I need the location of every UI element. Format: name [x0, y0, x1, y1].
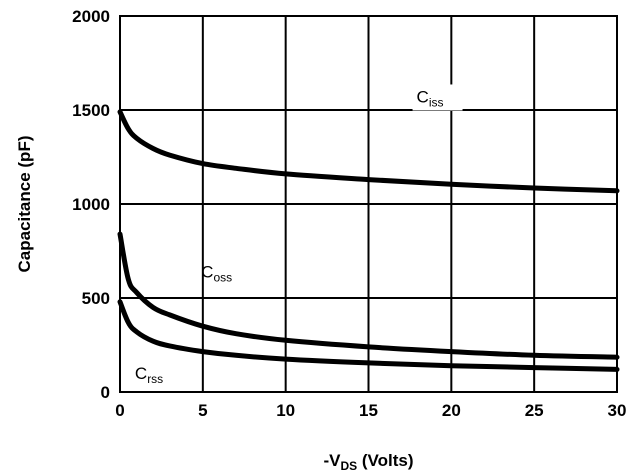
- series-label-coss: Coss: [201, 262, 232, 284]
- svg-text:Crss: Crss: [135, 364, 163, 386]
- series-lines: [117, 109, 620, 372]
- x-axis-title-suffix: (Volts): [357, 451, 413, 470]
- series-line-coss: [117, 231, 620, 360]
- series-label-crss: Crss: [135, 364, 163, 386]
- x-tick-label: 5: [198, 401, 207, 420]
- plot-frame: [119, 15, 618, 393]
- x-axis-title-main: -V: [323, 451, 341, 470]
- series-labels: Ciss Coss Crss: [135, 84, 463, 386]
- x-tick-label: 20: [442, 401, 461, 420]
- svg-text:Coss: Coss: [201, 262, 232, 284]
- grid: [120, 16, 617, 392]
- series-label-background: [412, 84, 463, 111]
- y-tick-label: 500: [82, 289, 110, 308]
- x-tick-label: 0: [115, 401, 124, 420]
- y-tick-label: 1000: [72, 195, 110, 214]
- y-tick-label: 1500: [72, 101, 110, 120]
- tick-labels: 0 5 10 15 20 25 30 0 500 1000 1500 2000: [72, 7, 626, 420]
- x-axis-title: -VDS (Volts): [323, 451, 413, 473]
- svg-text:Ciss: Ciss: [417, 87, 444, 109]
- x-tick-label: 15: [359, 401, 378, 420]
- series-line-crss: [117, 299, 620, 372]
- x-tick-label: 25: [525, 401, 544, 420]
- x-tick-label: 30: [608, 401, 627, 420]
- y-tick-label: 2000: [72, 7, 110, 26]
- y-tick-label: 0: [101, 383, 110, 402]
- series-label-ciss: Ciss: [412, 84, 463, 111]
- y-axis-title: Capacitance (pF): [15, 136, 34, 273]
- x-tick-label: 10: [276, 401, 295, 420]
- x-axis-title-sub: DS: [340, 459, 357, 473]
- series-line-ciss: [117, 109, 620, 194]
